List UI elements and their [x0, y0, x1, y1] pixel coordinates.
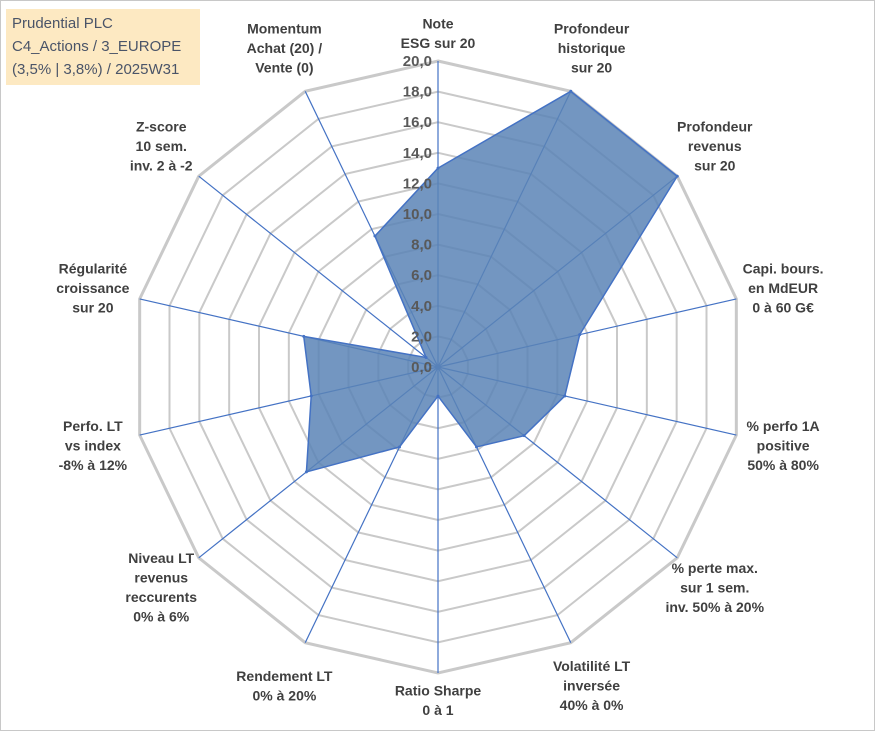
axis-label-line: Niveau LT [128, 550, 194, 566]
axis-label-line: Rendement LT [236, 668, 333, 684]
axis-label-line: Ratio Sharpe [395, 683, 482, 699]
axis-label-line: Perfo. LT [63, 418, 123, 434]
axis-label: Régularité croissance sur 20 [56, 260, 129, 315]
data-point [397, 445, 401, 449]
tick-label: 8,0 [411, 237, 432, 254]
data-point [302, 334, 306, 338]
axis-label-line: 10 sem. [136, 138, 187, 154]
data-point [563, 394, 567, 398]
axis-label-line: % perfo 1A [747, 418, 820, 434]
axis-label-line: Capi. bours. [743, 260, 824, 276]
axis-label: % perte max. sur 1 sem. inv. 50% à 20% [665, 560, 764, 615]
axis-label-line: Achat (20) / [247, 40, 323, 56]
tick-label: 2,0 [411, 328, 432, 345]
axis-label-line: 0 à 1 [422, 702, 453, 718]
data-point [436, 166, 440, 170]
axis-label-line: positive [757, 438, 810, 454]
axis-label-line: reccurents [125, 589, 197, 605]
tick-label: 16,0 [403, 114, 432, 131]
axis-label-line: inv. 2 à -2 [130, 158, 193, 174]
axis-label-line: 50% à 80% [747, 457, 819, 473]
tick-label: 20,0 [403, 53, 432, 70]
header-company: Prudential PLC [12, 15, 113, 32]
axis-label-line: sur 20 [571, 59, 612, 75]
axis-label: Momentum Achat (20) / Vente (0) [247, 20, 323, 75]
data-point [309, 394, 313, 398]
axis-spoke [198, 175, 439, 368]
axis-label-line: Momentum [247, 20, 322, 36]
axis-label: Profondeur historique sur 20 [554, 20, 630, 75]
axis-label: % perfo 1A positive 50% à 80% [747, 418, 820, 473]
axis-label-line: en MdEUR [748, 280, 818, 296]
series-area [302, 90, 679, 473]
tick-label: 4,0 [411, 298, 432, 315]
axis-label-line: revenus [688, 138, 742, 154]
data-point [304, 470, 308, 474]
axis-label-line: inv. 50% à 20% [665, 599, 764, 615]
axis-label-line: sur 20 [72, 299, 113, 315]
axis-label-line: revenus [134, 570, 188, 586]
data-point [424, 355, 428, 359]
axis-label-line: Vente (0) [255, 59, 313, 75]
axis-label-line: sur 20 [694, 158, 735, 174]
axis-label-line: 0% à 6% [133, 609, 190, 625]
axis-label-line: 0 à 60 G€ [752, 299, 814, 315]
axis-label-line: vs index [65, 438, 121, 454]
axis-label-line: % perte max. [672, 560, 758, 576]
header-period: (3,5% | 3,8%) / 2025W31 [12, 61, 180, 78]
axis-label: Rendement LT 0% à 20% [236, 668, 333, 704]
axis-label-line: inversée [563, 678, 620, 694]
tick-label: 0,0 [411, 359, 432, 376]
data-point [569, 89, 573, 93]
axis-label-line: Z-score [136, 119, 187, 135]
tick-label: 18,0 [403, 84, 432, 101]
axis-label-line: ESG sur 20 [401, 35, 476, 51]
axis-label-line: Volatilité LT [553, 658, 631, 674]
data-point [522, 434, 526, 438]
axis-label-line: -8% à 12% [59, 457, 128, 473]
header-category: C4_Actions / 3_EUROPE [12, 38, 182, 55]
tick-label: 14,0 [403, 145, 432, 162]
axis-label-line: sur 1 sem. [680, 579, 749, 595]
tick-label: 6,0 [411, 267, 432, 284]
axis-label: Niveau LT revenus reccurents 0% à 6% [125, 550, 197, 625]
axis-label-line: historique [558, 40, 626, 56]
axis-label-line: Profondeur [554, 20, 630, 36]
axis-label: Note ESG sur 20 [401, 16, 476, 52]
axis-label-line: Note [422, 16, 453, 32]
data-point [436, 394, 440, 398]
axis-label-line: 40% à 0% [560, 697, 624, 713]
axis-label-line: 0% à 20% [252, 687, 316, 703]
axis-label: Ratio Sharpe 0 à 1 [395, 683, 482, 719]
axis-label: Perfo. LT vs index -8% à 12% [59, 418, 128, 473]
axis-label-line: Profondeur [677, 119, 753, 135]
axis-label: Z-score 10 sem. inv. 2 à -2 [130, 119, 193, 174]
axis-label: Profondeur revenus sur 20 [677, 119, 753, 174]
tick-label: 12,0 [403, 175, 432, 192]
data-point [578, 333, 582, 337]
axis-label-line: croissance [56, 280, 129, 296]
axis-label: Capi. bours. en MdEUR 0 à 60 G€ [743, 260, 824, 315]
tick-label: 10,0 [403, 206, 432, 223]
data-point [373, 234, 377, 238]
chart-header-box: Prudential PLC C4_Actions / 3_EUROPE (3,… [6, 9, 200, 85]
data-point [475, 445, 479, 449]
data-point [675, 174, 679, 178]
axis-label: Volatilité LT inversée 40% à 0% [553, 658, 631, 713]
axis-label-line: Régularité [59, 260, 128, 276]
